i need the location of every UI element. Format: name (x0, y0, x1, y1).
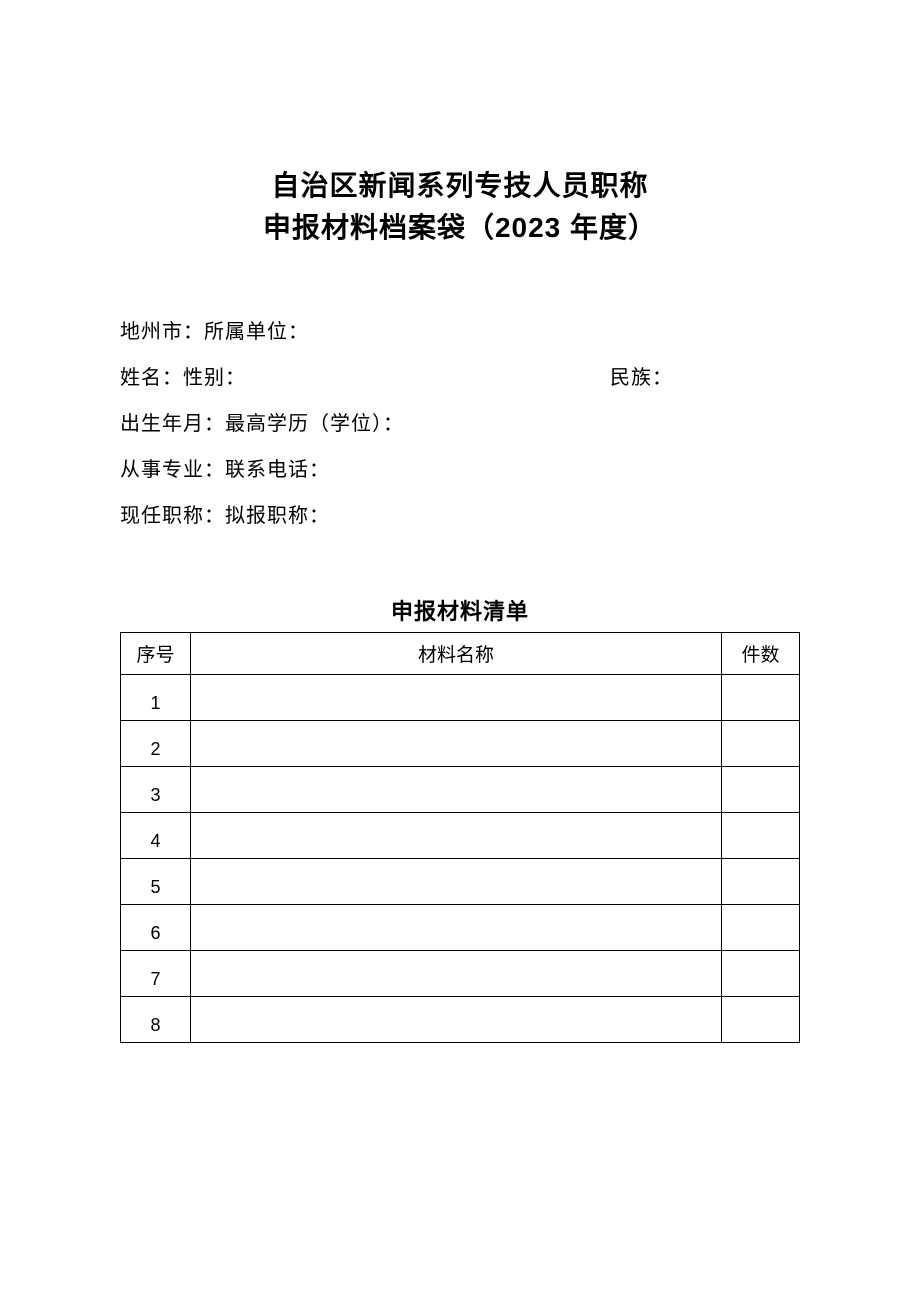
cell-name (191, 905, 722, 951)
table-row: 4 (121, 813, 800, 859)
header-count: 件数 (722, 633, 800, 675)
field-row-3: 出生年月：最高学历（学位）： (120, 401, 800, 447)
cell-seq: 8 (121, 997, 191, 1043)
table-row: 7 (121, 951, 800, 997)
cell-seq: 7 (121, 951, 191, 997)
table-row: 5 (121, 859, 800, 905)
cell-count (722, 997, 800, 1043)
cell-seq: 1 (121, 675, 191, 721)
materials-table: 序号 材料名称 件数 1 2 3 4 (120, 632, 800, 1043)
field-row-2: 姓名：性别： 民族： (120, 355, 800, 401)
cell-count (722, 675, 800, 721)
field-row-1: 地州市：所属单位： (120, 309, 800, 355)
title-line-1: 自治区新闻系列专技人员职称 (120, 165, 800, 207)
table-title: 申报材料清单 (120, 594, 800, 626)
cell-count (722, 767, 800, 813)
table-row: 6 (121, 905, 800, 951)
table-header-row: 序号 材料名称 件数 (121, 633, 800, 675)
cell-count (722, 905, 800, 951)
cell-seq: 2 (121, 721, 191, 767)
table-row: 1 (121, 675, 800, 721)
header-seq: 序号 (121, 633, 191, 675)
table-row: 2 (121, 721, 800, 767)
cell-name (191, 675, 722, 721)
cell-count (722, 813, 800, 859)
cell-name (191, 997, 722, 1043)
info-fields: 地州市：所属单位： 姓名：性别： 民族： 出生年月：最高学历（学位）： 从事专业… (120, 309, 800, 539)
cell-seq: 4 (121, 813, 191, 859)
cell-count (722, 859, 800, 905)
field-ethnicity: 民族： (610, 355, 800, 401)
cell-name (191, 813, 722, 859)
table-row: 3 (121, 767, 800, 813)
field-row-5: 现任职称：拟报职称： (120, 493, 800, 539)
table-row: 8 (121, 997, 800, 1043)
cell-seq: 3 (121, 767, 191, 813)
cell-count (722, 721, 800, 767)
document-page: 自治区新闻系列专技人员职称 申报材料档案袋（2023 年度） 地州市：所属单位：… (0, 0, 920, 1043)
title-line-2: 申报材料档案袋（2023 年度） (120, 207, 800, 249)
field-row-4: 从事专业：联系电话： (120, 447, 800, 493)
cell-count (722, 951, 800, 997)
cell-name (191, 767, 722, 813)
table-body: 1 2 3 4 5 (121, 675, 800, 1043)
field-name-gender: 姓名：性别： (120, 355, 610, 401)
cell-seq: 5 (121, 859, 191, 905)
cell-name (191, 951, 722, 997)
header-name: 材料名称 (191, 633, 722, 675)
cell-name (191, 859, 722, 905)
title-block: 自治区新闻系列专技人员职称 申报材料档案袋（2023 年度） (120, 165, 800, 249)
cell-seq: 6 (121, 905, 191, 951)
cell-name (191, 721, 722, 767)
